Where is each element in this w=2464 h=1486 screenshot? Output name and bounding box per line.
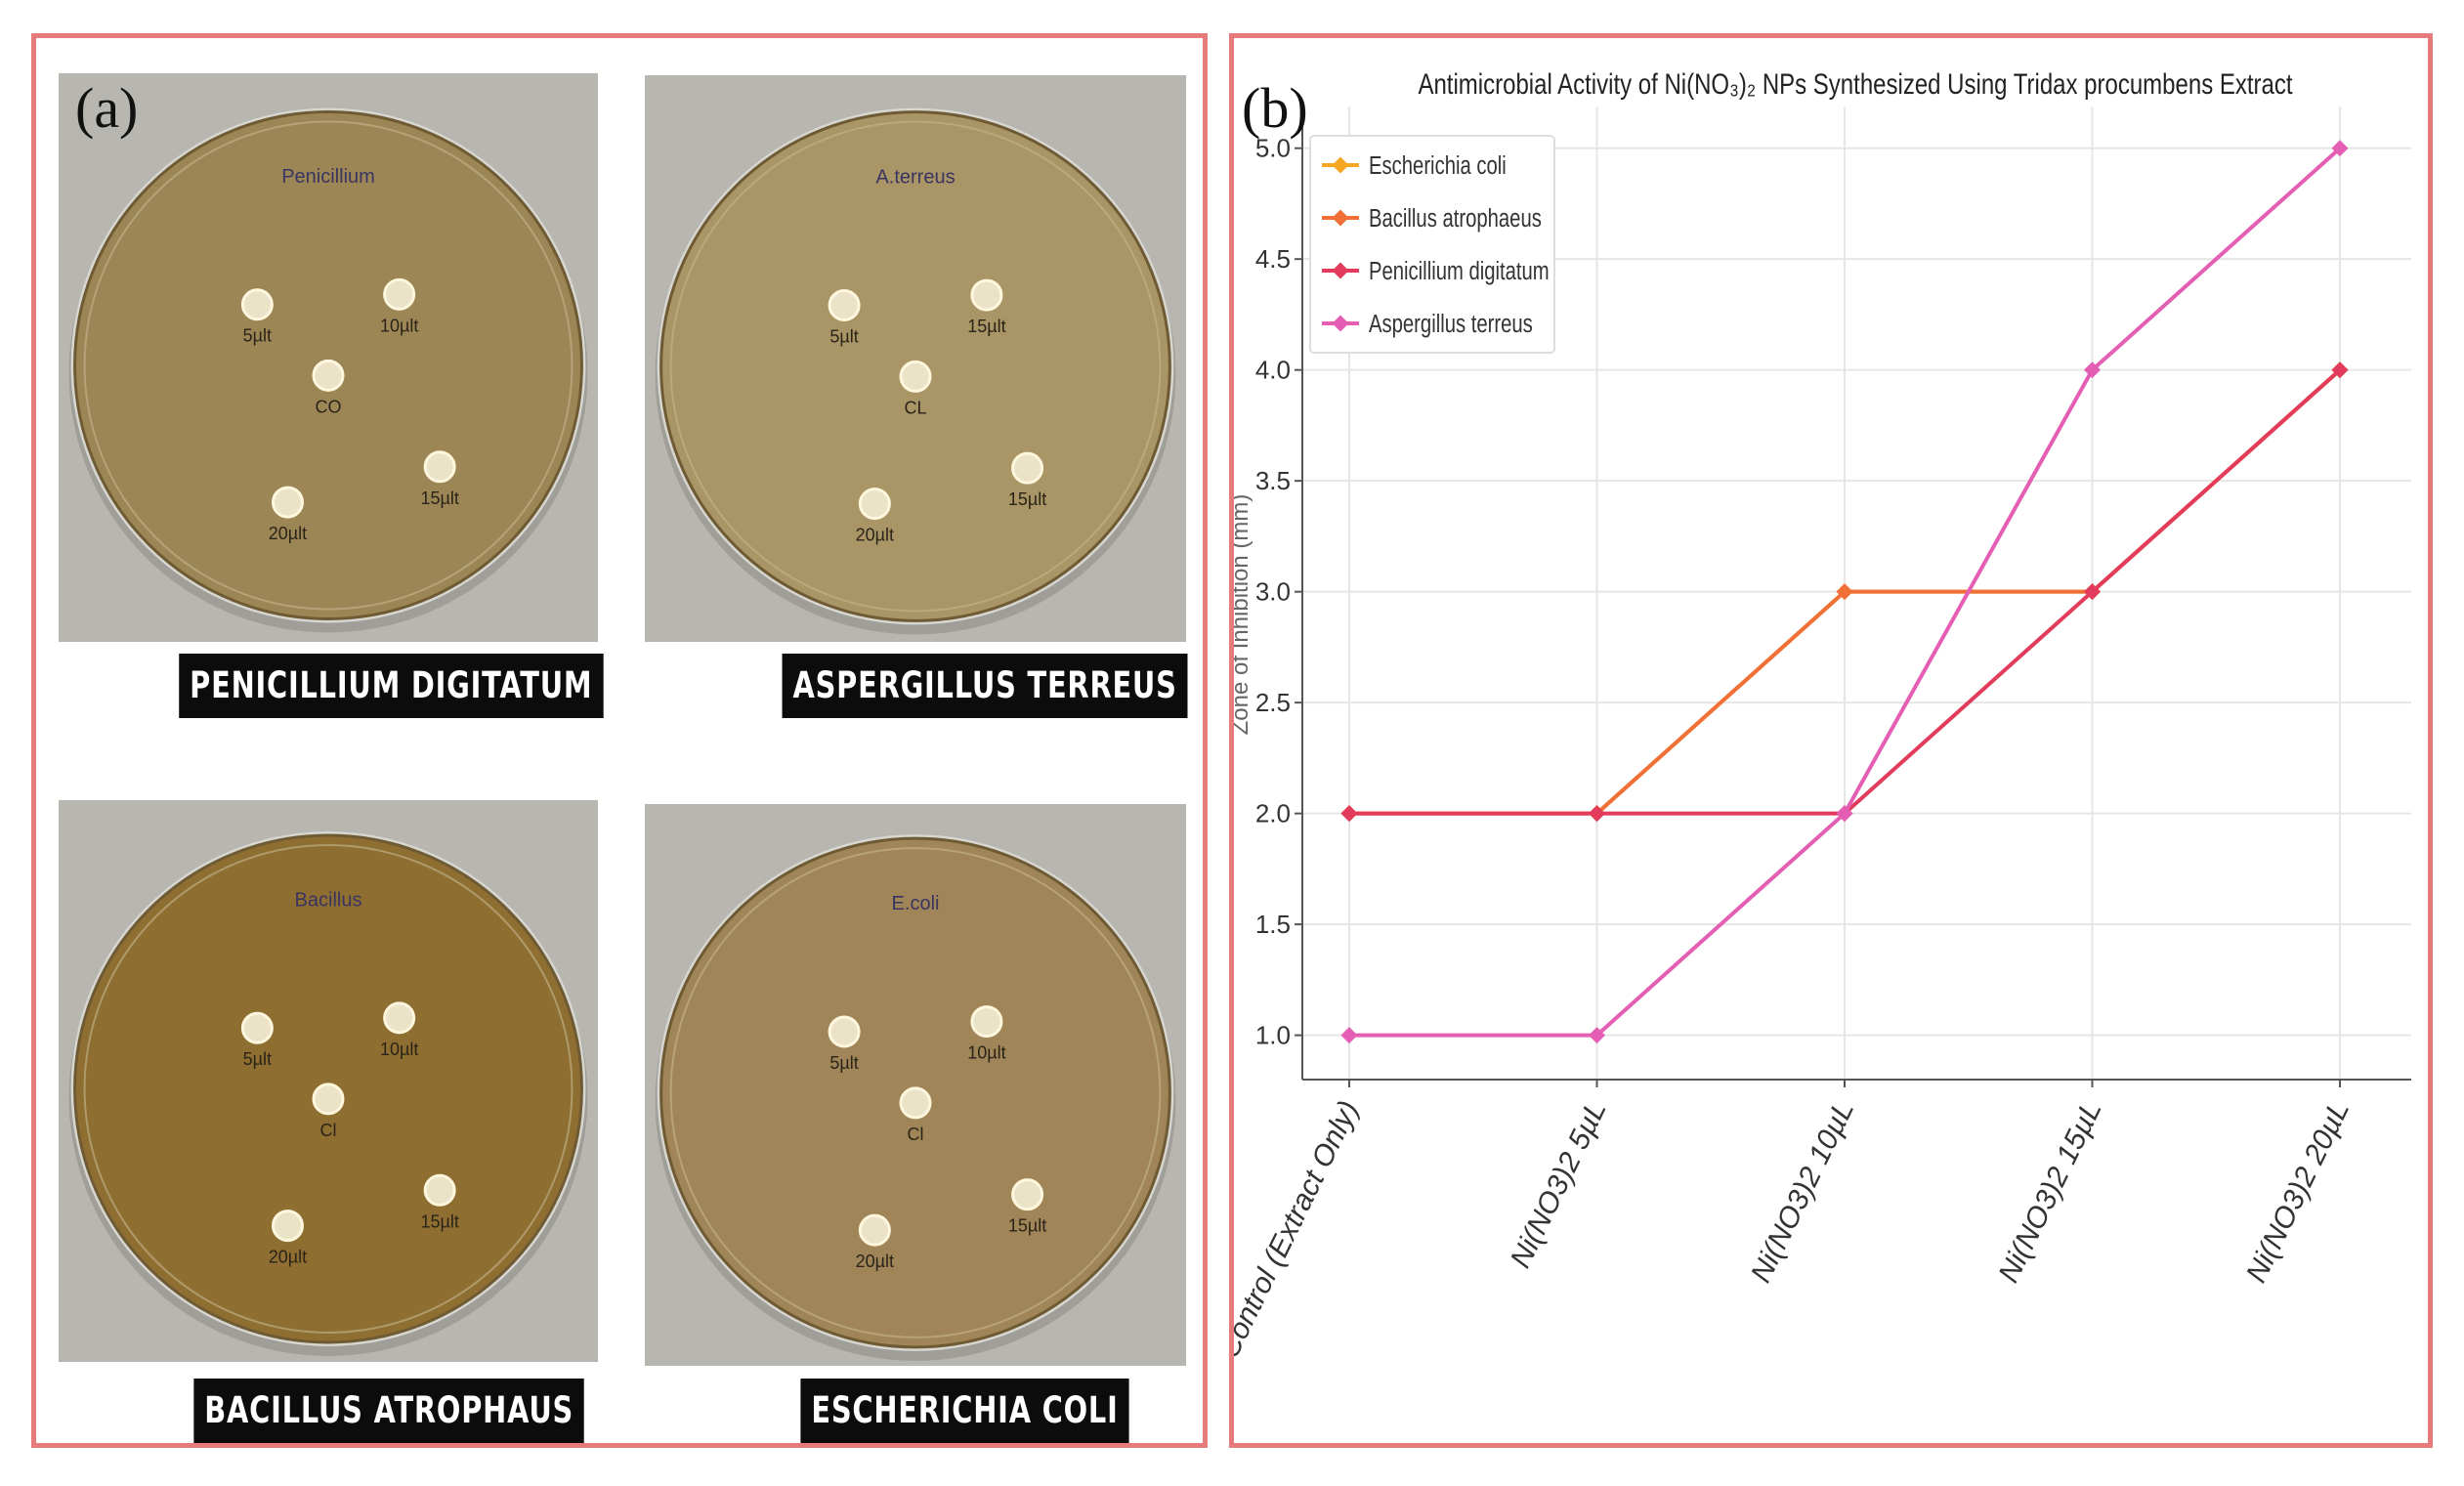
plate-well-label: 10µlt — [967, 1043, 1005, 1063]
plate-top-text: Bacillus — [295, 890, 362, 912]
legend-entry-label: Bacillus atrophaeus — [1369, 204, 1542, 233]
legend-box — [1309, 135, 1555, 354]
caption-penicillium: PENICILLIUM DIGITATUM — [179, 654, 604, 718]
x-tick-label: Ni(NO3)2 15µL — [1992, 1096, 2107, 1288]
y-tick-label: 4.0 — [1255, 356, 1291, 385]
caption-bacillus: BACILLUS ATROPHAUS — [193, 1379, 585, 1443]
legend-entry-label: Aspergillus terreus — [1369, 310, 1533, 338]
plate-well-label: CO — [316, 397, 342, 416]
y-tick-label: 1.5 — [1255, 910, 1291, 939]
plate-well-label: 10µlt — [380, 1040, 418, 1059]
data-point — [1836, 805, 1853, 823]
plate-well-label: Cl — [908, 1125, 924, 1144]
line-chart: 1.0 1.5 2.0 2.5 3.0 3.5 4.0 4.5 5.0 Control (Extr… — [1234, 66, 2411, 1364]
plate-well-label: 20µlt — [269, 1248, 307, 1267]
y-axis-label: Zone of Inhibition (mm) — [1234, 494, 1253, 736]
data-point — [1836, 583, 1853, 601]
x-tick-label: Control (Extract Only) — [1234, 1096, 1365, 1364]
plate-top-text: A.terreus — [875, 167, 955, 189]
plate-well-label: CL — [904, 398, 926, 417]
plate-well-label: 20µlt — [856, 1252, 894, 1271]
plate-well-label: 10µlt — [380, 316, 418, 335]
data-point — [1340, 805, 1358, 823]
y-tick-label: 2.0 — [1255, 799, 1291, 828]
plate-well-label: 5µlt — [829, 1053, 858, 1073]
y-tick-label: 5.0 — [1255, 134, 1291, 163]
plate-well-label: 5µlt — [243, 1049, 272, 1069]
y-tick-label: 3.0 — [1255, 577, 1291, 607]
plate-well-label: 15µlt — [420, 488, 458, 508]
data-point — [2084, 583, 2101, 601]
plate-well-label: 15µlt — [967, 317, 1005, 336]
plate-top-text: Penicillium — [281, 166, 375, 188]
plate-well-label: 5µlt — [829, 327, 858, 347]
data-point — [1340, 1027, 1358, 1044]
petri-dish-photo-penicillium: Penicillium 5µlt 10µlt CO 15µlt 20µlt — [59, 73, 598, 642]
legend-entry-label: Escherichia coli — [1369, 151, 1507, 180]
x-tick-label: Ni(NO3)2 10µL — [1745, 1096, 1860, 1288]
x-tick-label: Ni(NO3)2 5µL — [1505, 1096, 1613, 1273]
panel-b-label: (b) — [1242, 76, 1308, 140]
panel-b: (b) 1.0 1.5 2.0 2.5 3.0 3.5 4.0 4.5 5.0 Control (… — [1229, 33, 2433, 1448]
y-tick-label: 4.5 — [1255, 244, 1291, 274]
y-tick-label: 1.0 — [1255, 1021, 1291, 1050]
caption-ecoli: ESCHERICHIA COLI — [800, 1379, 1129, 1443]
x-tick-label: Ni(NO3)2 20µL — [2240, 1096, 2356, 1288]
plate-well-label: 15µlt — [420, 1211, 458, 1231]
petri-dish-photo-aspergillus: A.terreus 5µlt 15µlt CL 15µlt 20µlt — [645, 75, 1186, 642]
plate-well-label: 20µlt — [269, 524, 307, 543]
caption-aspergillus: ASPERGILLUS TERREUS — [782, 654, 1188, 718]
plate-well-label: 15µlt — [1008, 1216, 1046, 1236]
data-point — [1589, 805, 1605, 823]
y-tick-label: 2.5 — [1255, 688, 1291, 717]
legend-entry-label: Penicillium digitatum — [1369, 257, 1550, 285]
petri-dish-photo-bacillus: Bacillus 5µlt 10µlt Cl 15µlt 20µlt — [59, 800, 598, 1362]
panel-a: (a) Penicillium 5µlt 10µlt CO 15µlt 20µlt A.t… — [31, 33, 1208, 1448]
panel-a-label: (a) — [75, 76, 139, 140]
plate-top-text: E.coli — [892, 893, 940, 914]
data-point — [1589, 1027, 1605, 1044]
y-tick-label: 3.5 — [1255, 466, 1291, 495]
plate-well-label: 15µlt — [1008, 489, 1046, 509]
plate-well-label: 20µlt — [856, 526, 894, 545]
plate-well-label: Cl — [320, 1121, 337, 1140]
petri-dish-photo-ecoli: E.coli 5µlt 10µlt Cl 15µlt 20µlt — [645, 804, 1186, 1366]
chart-title: Antimicrobial Activity of Ni(NO₃)₂ NPs S… — [1418, 66, 2292, 100]
plate-well-label: 5µlt — [243, 326, 272, 346]
